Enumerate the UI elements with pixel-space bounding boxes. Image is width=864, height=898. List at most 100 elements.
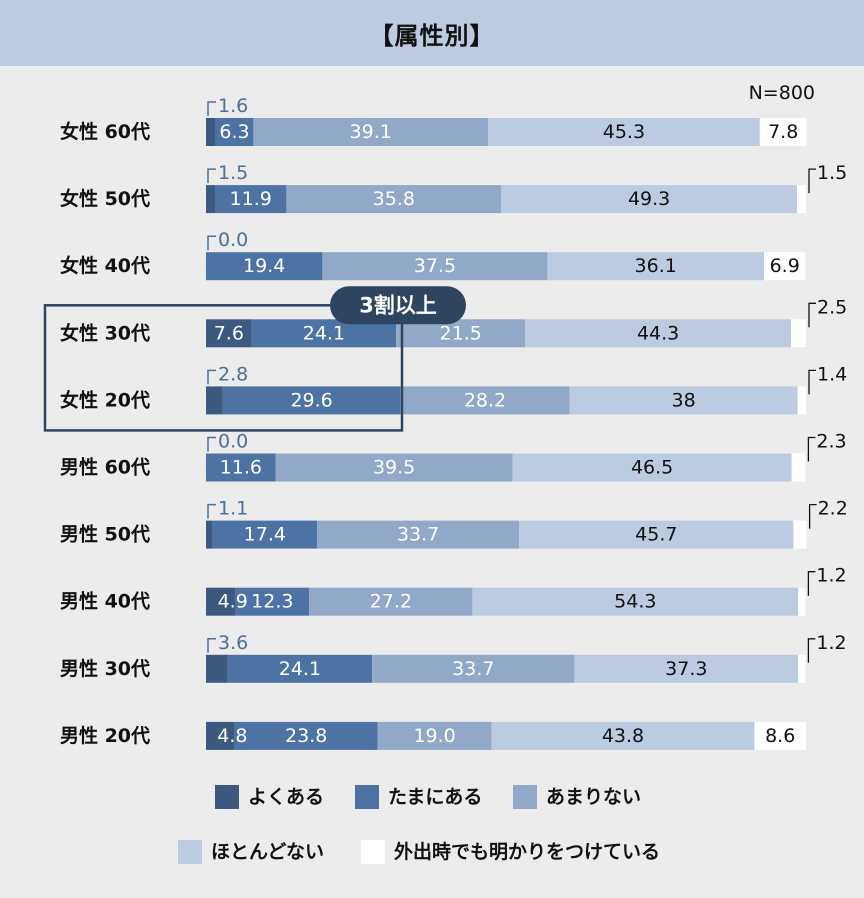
data-label: 21.5 — [440, 322, 482, 344]
data-label: 2.2 — [818, 498, 848, 520]
bar-segment — [253, 118, 488, 146]
chart-header: 【属性別】 — [0, 0, 864, 66]
leader-line — [807, 638, 816, 663]
chart-title: 【属性別】 — [369, 21, 495, 50]
data-label: 45.3 — [603, 121, 645, 143]
data-label: 46.5 — [631, 457, 673, 479]
bar-segment — [322, 252, 548, 281]
bar-segment — [235, 587, 310, 616]
leader-line — [207, 369, 216, 385]
category-label: 男性 60代 — [60, 456, 150, 479]
data-label: 7.6 — [214, 322, 244, 344]
bar-segment — [798, 587, 806, 616]
data-label: 1.1 — [218, 498, 248, 520]
data-label: 2.8 — [218, 363, 248, 385]
data-label: 1.4 — [817, 363, 847, 385]
category-label: 女性 20代 — [60, 388, 150, 411]
sample-size-note: N=800 — [749, 82, 815, 104]
bar-segment — [754, 721, 806, 750]
legend-swatch — [513, 785, 537, 809]
data-label: 17.4 — [244, 524, 286, 546]
data-label: 1.2 — [816, 632, 846, 654]
leader-line — [808, 302, 816, 328]
bar-segment — [206, 386, 223, 415]
bar-segment — [206, 520, 213, 549]
legend-swatch — [355, 785, 379, 809]
bar-segment — [286, 185, 502, 214]
stacked-bar-chart: N=800 女性 60代 1.6 6.3 39.1 45.3 7.8 女性 50代 1.5 11.… — [43, 82, 848, 864]
data-label: 19.4 — [243, 255, 285, 277]
bar-segment — [206, 654, 228, 683]
category-label: 男性 30代 — [60, 657, 150, 680]
data-label: 11.9 — [230, 188, 272, 210]
data-label: 33.7 — [452, 658, 494, 680]
data-label: 38 — [672, 389, 696, 411]
data-label: 24.1 — [303, 322, 345, 344]
bar-segment — [222, 386, 401, 415]
bar-segment — [206, 118, 216, 146]
leader-line — [207, 503, 216, 519]
bar-segment — [797, 185, 806, 214]
category-label: 男性 40代 — [60, 590, 150, 613]
leader-line — [808, 503, 817, 529]
data-label: 54.3 — [614, 591, 656, 613]
data-label: 11.6 — [220, 457, 262, 479]
bar-segment — [759, 118, 807, 146]
bar-segment — [547, 252, 764, 281]
data-label: 19.0 — [413, 725, 455, 747]
highlight-badge — [330, 286, 466, 325]
data-label: 35.8 — [373, 188, 415, 210]
data-label: 1.5 — [817, 162, 847, 184]
bar-segment — [206, 453, 276, 482]
leader-line — [808, 369, 816, 395]
legend-swatch — [178, 840, 202, 864]
bar-segment — [400, 386, 570, 415]
bar-segment — [793, 520, 807, 549]
data-label: 4.9 — [218, 591, 248, 613]
data-label: 43.8 — [602, 725, 644, 747]
bar-segment — [275, 453, 513, 482]
bar-segment — [569, 386, 798, 415]
bar-segment — [309, 587, 473, 616]
bar-segment — [212, 520, 317, 549]
data-label: 27.2 — [370, 591, 412, 613]
bar-segment — [574, 654, 799, 683]
bar-segment — [215, 118, 254, 146]
data-label: 45.7 — [635, 524, 677, 546]
data-label: 6.3 — [219, 121, 249, 143]
category-label: 女性 50代 — [60, 187, 150, 210]
legend-label: 外出時でも明かりをつけている — [394, 840, 660, 863]
data-label: 44.3 — [637, 322, 679, 344]
data-label: 6.9 — [770, 255, 800, 277]
bar-segment — [798, 654, 806, 683]
bar-segment — [206, 319, 252, 348]
bar-segment — [488, 118, 760, 146]
bar-segment — [791, 319, 806, 348]
category-label: 女性 60代 — [60, 120, 150, 143]
bar-segment — [227, 654, 373, 683]
highlight-box — [43, 304, 404, 432]
leader-line — [207, 436, 216, 452]
data-label: 39.5 — [373, 457, 415, 479]
bar-segment — [206, 185, 215, 214]
bar-segment — [764, 252, 806, 281]
bar-segment — [512, 453, 792, 482]
data-label: 12.3 — [251, 591, 293, 613]
bar-segment — [206, 721, 235, 750]
data-label: 36.1 — [635, 255, 677, 277]
category-label: 女性 30代 — [60, 321, 150, 344]
data-label: 23.8 — [285, 725, 327, 747]
legend-swatch — [215, 785, 239, 809]
bar-segment — [215, 185, 287, 214]
data-label: 49.3 — [628, 188, 670, 210]
bar-segment — [377, 721, 492, 750]
data-label: 1.2 — [816, 565, 846, 587]
data-label: 0.0 — [218, 229, 248, 251]
category-label: 男性 20代 — [60, 724, 150, 747]
leader-line — [808, 168, 816, 194]
legend-label: よくある — [248, 786, 324, 808]
bar-segment — [501, 185, 797, 214]
bar-segment — [491, 721, 755, 750]
data-label: 29.6 — [290, 389, 332, 411]
bar-segment — [525, 319, 791, 348]
